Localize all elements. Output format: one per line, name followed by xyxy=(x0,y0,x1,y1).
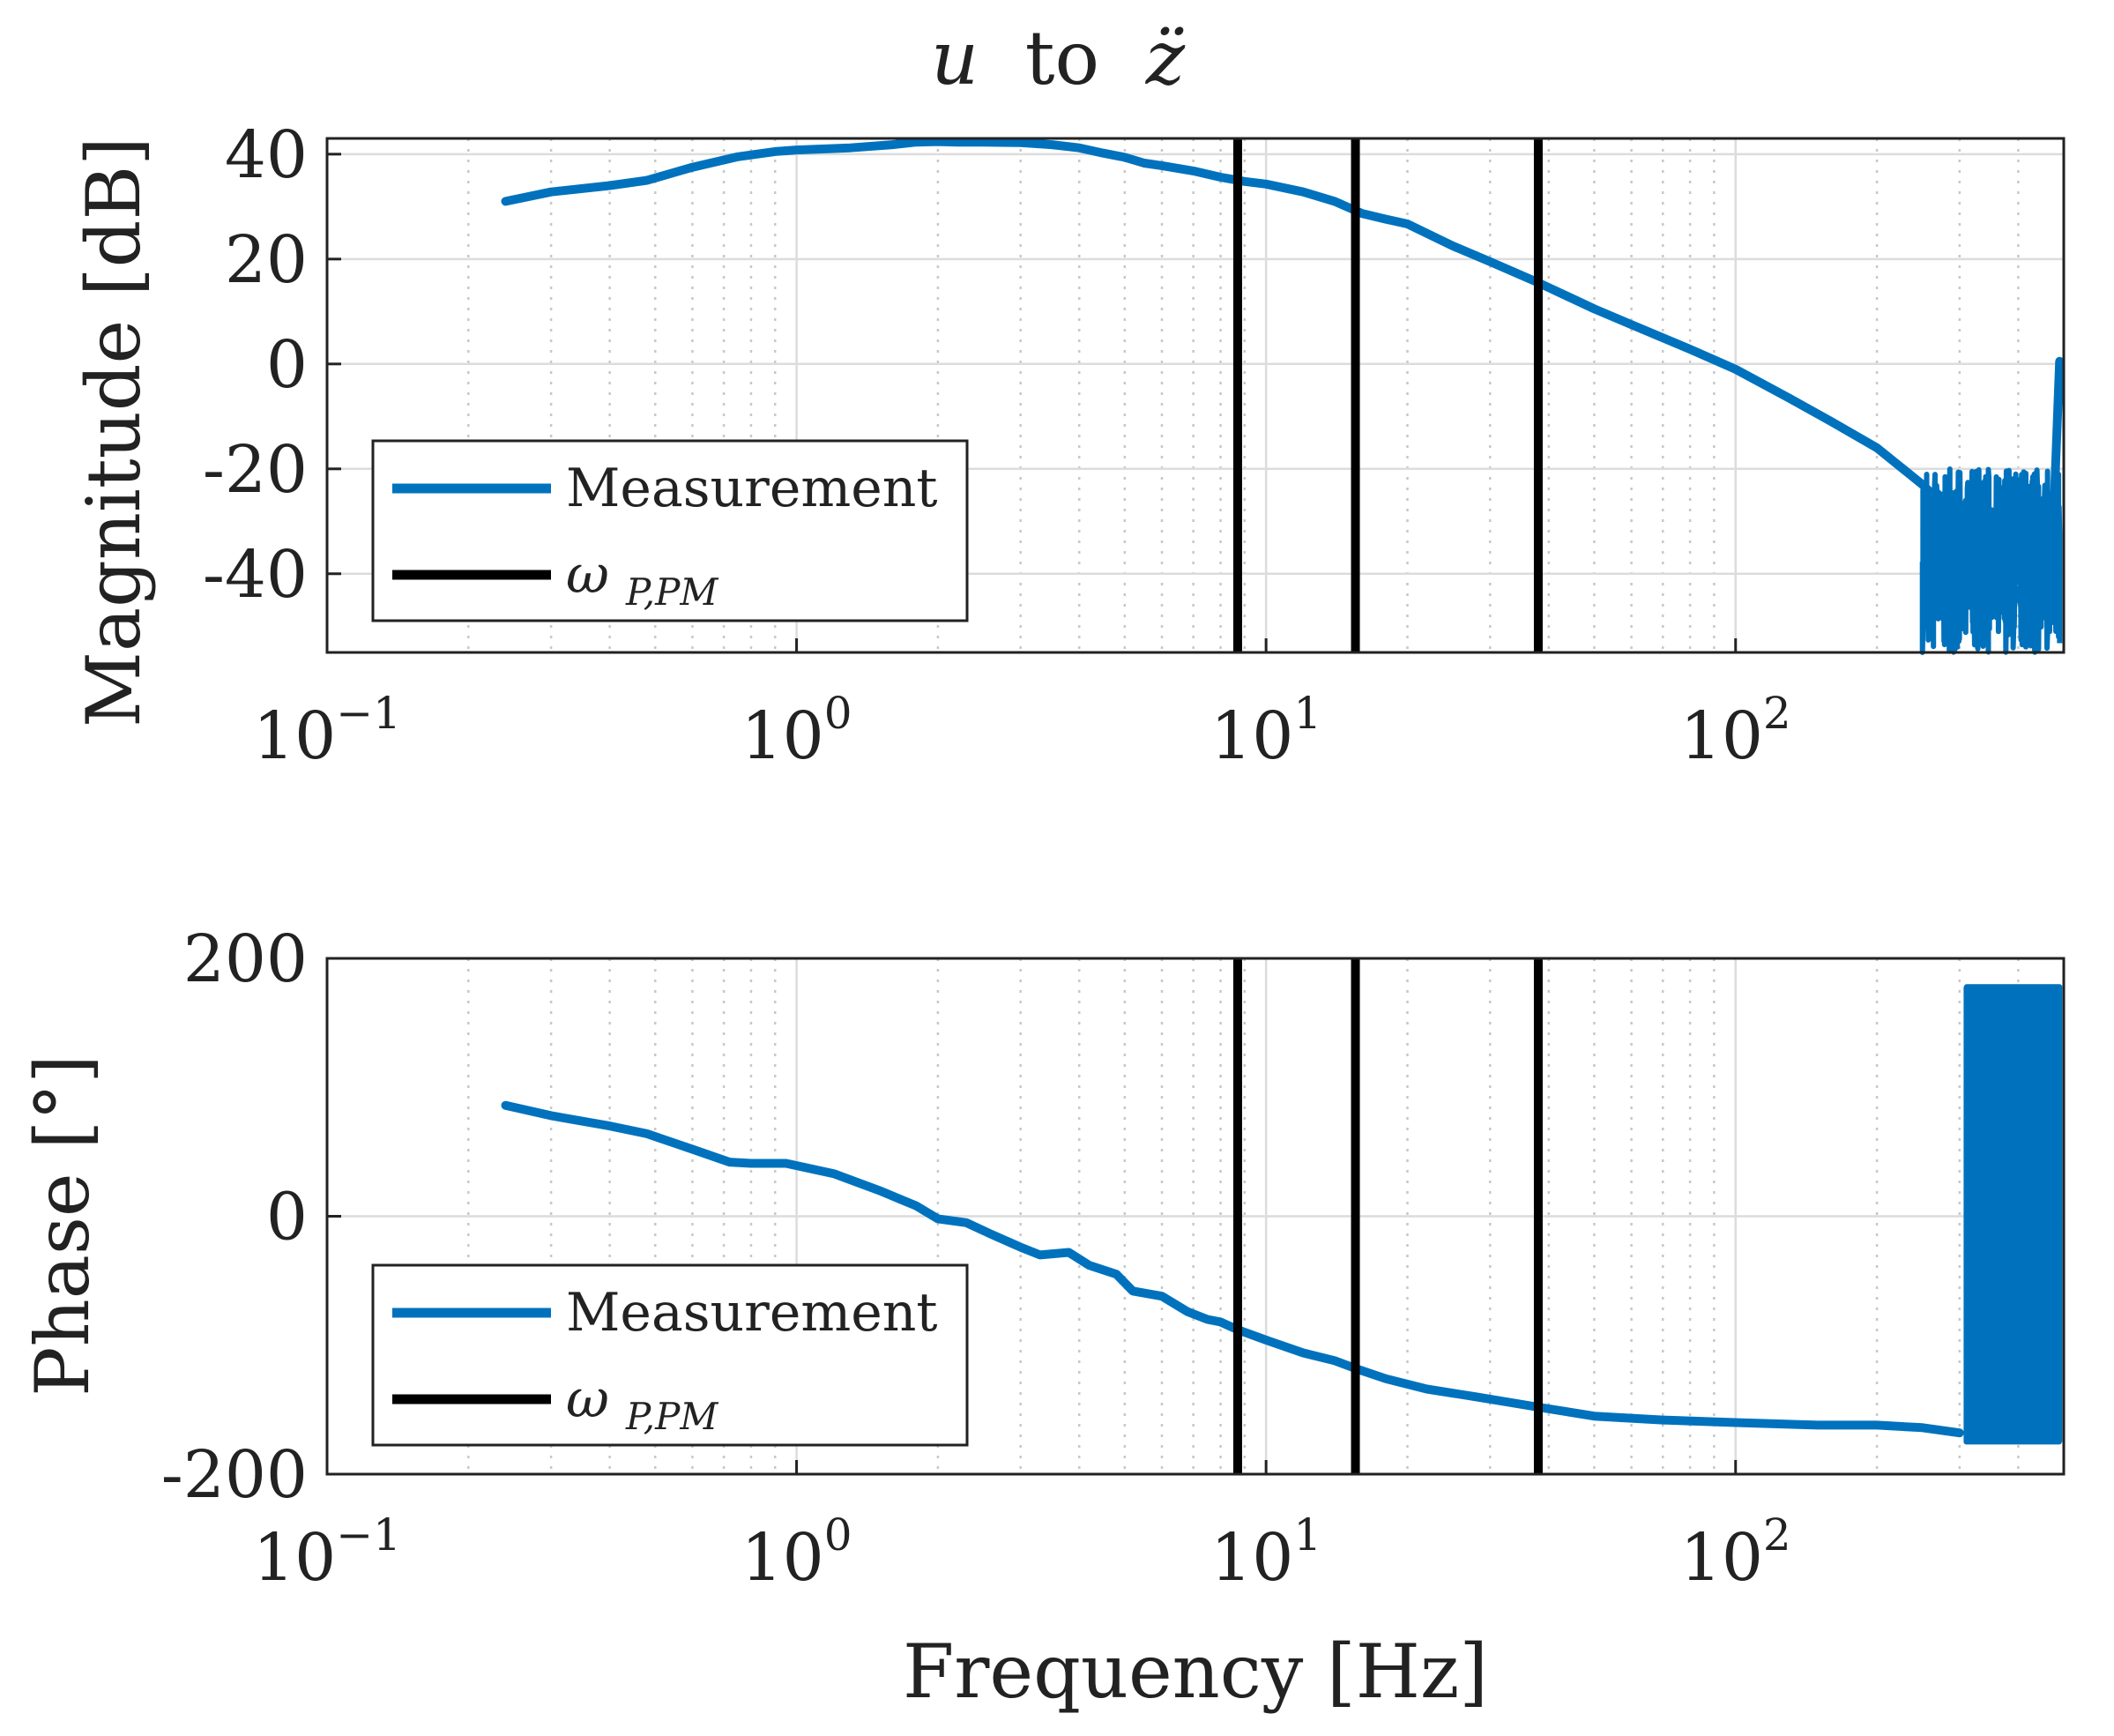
measurement-line xyxy=(501,1100,1964,1438)
y-tick-label: -20 xyxy=(203,432,308,508)
magnitude-ylabel: Magnitude [dB] xyxy=(71,137,157,727)
x-tick-label: 101 xyxy=(1210,688,1321,774)
legend-box xyxy=(371,439,969,622)
y-tick-label: 20 xyxy=(225,222,308,298)
phase-ylabel: Phase [°] xyxy=(19,1054,106,1397)
x-tick-exponent: −1 xyxy=(336,1509,401,1561)
y-tick-label: 0 xyxy=(266,1180,308,1255)
legend-measurement-label: Measurement xyxy=(566,458,938,519)
legend-omega-sub: P,PM xyxy=(625,1395,718,1438)
magnitude-axes-frame xyxy=(325,137,2066,654)
y-tick-label: 200 xyxy=(183,921,308,997)
title-to: to xyxy=(1025,15,1099,101)
x-tick-exponent: 2 xyxy=(1763,688,1791,739)
y-tick-label: -40 xyxy=(203,537,308,613)
x-tick-label: 100 xyxy=(741,1509,852,1596)
y-tick-label: -200 xyxy=(161,1437,308,1513)
phase-xlabel: Frequency [Hz] xyxy=(903,1628,1488,1715)
x-tick-exponent: 2 xyxy=(1763,1509,1791,1561)
x-tick-base: 10 xyxy=(1210,698,1293,774)
legend-omega-label: ω P,PM xyxy=(566,544,718,614)
measurement-noise-band xyxy=(1963,984,2063,1445)
y-tick-label: 0 xyxy=(266,327,308,403)
x-tick-label: 10−1 xyxy=(253,688,401,774)
x-tick-base: 10 xyxy=(253,698,336,774)
x-tick-base: 10 xyxy=(1210,1520,1293,1596)
x-tick-base: 10 xyxy=(253,1520,336,1596)
chart-title: u to z̈ xyxy=(931,15,1186,101)
x-tick-exponent: −1 xyxy=(336,688,401,739)
x-tick-exponent: 1 xyxy=(1293,688,1321,739)
phase-axes-frame xyxy=(325,957,2066,1476)
phase-plot-area xyxy=(501,958,2063,1474)
x-tick-label: 101 xyxy=(1210,1509,1321,1596)
legend-box xyxy=(371,1263,969,1447)
phase-legend: Measurement ω P,PM xyxy=(371,1263,969,1447)
x-tick-exponent: 0 xyxy=(824,688,852,739)
title-u: u xyxy=(931,15,979,101)
magnitude-legend: Measurement ω P,PM xyxy=(371,439,969,622)
x-tick-exponent: 0 xyxy=(824,1509,852,1561)
x-tick-label: 10−1 xyxy=(253,1509,401,1596)
x-tick-base: 10 xyxy=(741,698,824,774)
legend-omega-base: ω xyxy=(566,1368,609,1430)
legend-measurement-label: Measurement xyxy=(566,1282,938,1344)
magnitude-plot-area xyxy=(501,137,2065,655)
x-tick-base: 10 xyxy=(741,1520,824,1596)
x-tick-base: 10 xyxy=(1680,698,1763,774)
x-tick-exponent: 1 xyxy=(1293,1509,1321,1561)
x-tick-label: 102 xyxy=(1680,1509,1791,1596)
legend-omega-base: ω xyxy=(566,544,609,606)
x-tick-base: 10 xyxy=(1680,1520,1763,1596)
title-z: z̈ xyxy=(1145,15,1186,101)
x-tick-label: 100 xyxy=(741,688,852,774)
legend-omega-label: ω P,PM xyxy=(566,1368,718,1438)
legend-omega-sub: P,PM xyxy=(625,570,718,614)
y-tick-label: 40 xyxy=(225,117,308,193)
x-tick-label: 102 xyxy=(1680,688,1791,774)
